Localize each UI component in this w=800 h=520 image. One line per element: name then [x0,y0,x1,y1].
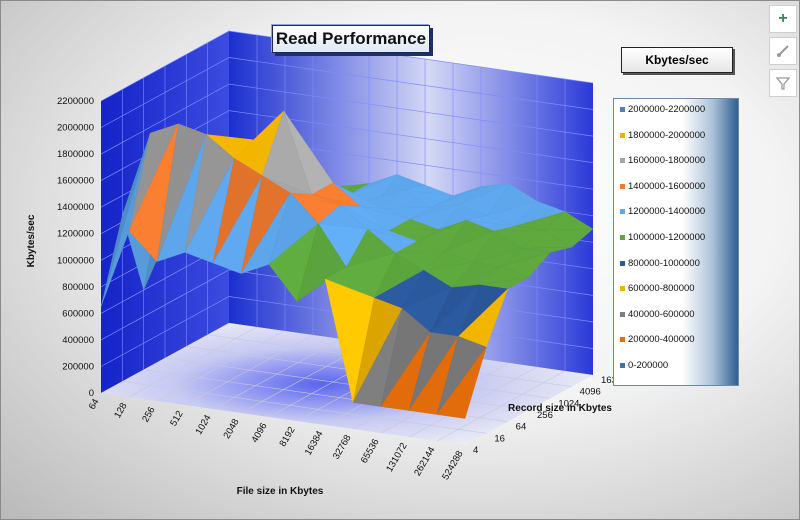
surface-plot [100,110,594,419]
legend-label: 1000000-1200000 [628,232,706,243]
plus-icon[interactable]: + [769,5,797,33]
x-tick-label: 512 [168,409,185,428]
legend-item: 0-200000 [620,360,668,371]
legend-item: 1800000-2000000 [620,130,705,141]
legend-label: 1200000-1400000 [628,206,706,218]
x-tick-label: 524288 [440,449,465,482]
legend-label: 1400000-1600000 [628,180,706,192]
y-tick-label: 4 [473,445,478,456]
legend-swatch [620,311,625,317]
z-tick-label: 800000 [62,282,94,293]
legend-swatch [620,362,625,368]
x-tick-label: 65536 [359,437,382,465]
legend-item: 2000000-2200000 [620,104,705,115]
floor-gridline [122,381,487,434]
legend-label: 1800000-2000000 [628,129,706,141]
legend-item: 400000-600000 [620,309,695,320]
x-tick-label: 1024 [194,413,214,437]
x-tick-label: 64 [87,397,102,412]
z-tick-label: 0 [89,388,94,399]
legend-label: 800000-1000000 [628,257,700,269]
legend: 2000000-2200000 1800000-2000000 1600000-18… [613,98,739,386]
y-tick-label: 64 [516,422,527,433]
x-tick-label: 8192 [278,425,298,449]
z-tick-label: 1600000 [57,176,94,187]
z-tick-label: 2200000 [57,96,94,107]
x-tick-label: 128 [112,401,129,420]
x-tick-label: 4096 [250,421,270,445]
legend-swatch [620,209,625,215]
legend-item: 1200000-1400000 [620,206,705,217]
legend-swatch [620,158,625,164]
z-tick-label: 400000 [62,335,94,346]
legend-swatch [620,337,625,343]
z-axis-title: Kbytes/sec [26,214,37,267]
z-tick-label: 600000 [62,308,94,319]
legend-label: 2000000-2200000 [628,104,706,115]
brush-icon[interactable] [769,37,797,65]
z-tick-label: 1200000 [57,229,94,240]
x-tick-label: 2048 [222,417,242,441]
x-axis-title: File size in Kbytes [237,486,324,497]
legend-label: 200000-400000 [628,334,695,346]
legend-label: 0-200000 [628,360,669,371]
z-tick-label: 1000000 [57,255,94,266]
legend-item: 600000-800000 [620,283,695,294]
z-tick-label: 1800000 [57,149,94,160]
surface-facet [436,346,487,419]
x-tick-label: 131072 [384,441,409,474]
legend-item: 1000000-1200000 [620,232,705,243]
chart-title: Read Performance [272,25,430,53]
x-tick-label: 16384 [303,429,326,457]
y-axis-title: Record size in Kbytes [508,403,612,414]
legend-item: 1400000-1600000 [620,181,705,192]
y-tick-label: 4096 [580,387,601,398]
z-tick-label: 2000000 [57,123,94,134]
legend-label: 600000-800000 [628,283,695,295]
legend-item: 800000-1000000 [620,258,700,269]
legend-label: 1600000-1800000 [628,155,706,167]
y-tick-label: 256 [537,410,553,421]
legend-swatch [620,286,625,292]
legend-label: 400000-600000 [628,308,695,320]
x-tick-label: 32768 [331,433,354,461]
x-tick-label: 262144 [412,445,437,478]
x-tick-label: 256 [140,405,157,424]
legend-swatch [620,132,625,138]
z-tick-label: 1400000 [57,202,94,213]
filter-icon[interactable] [769,69,797,97]
legend-swatch [620,234,625,240]
y-tick-label: 16 [494,433,505,444]
legend-swatch [620,183,625,189]
legend-swatch [620,260,625,266]
legend-item: 200000-400000 [620,334,695,345]
legend-item: 1600000-1800000 [620,155,705,166]
z-tick-label: 200000 [62,361,94,372]
y-tick-label: 1024 [558,398,579,409]
legend-title: Kbytes/sec [621,47,733,73]
legend-swatch [620,106,625,112]
